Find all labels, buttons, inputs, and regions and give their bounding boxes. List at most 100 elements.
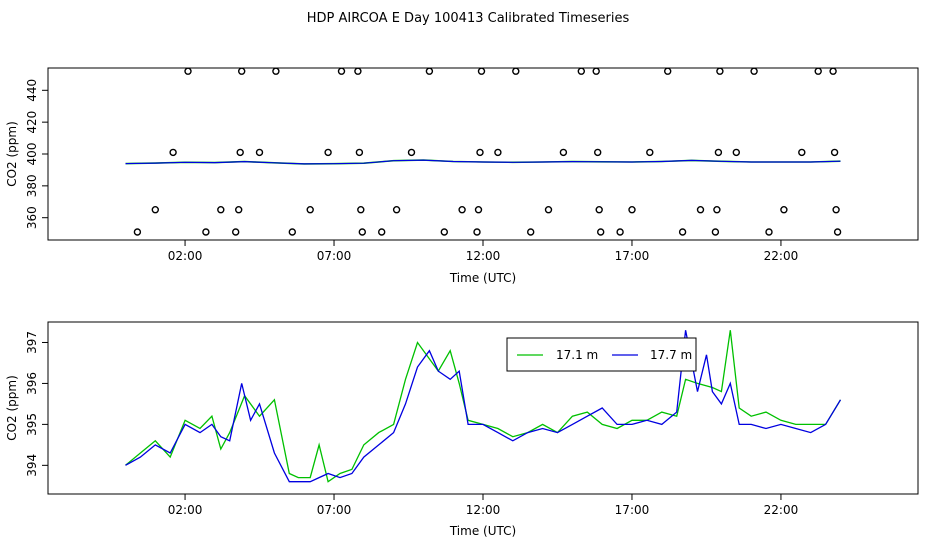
x-tick-label: 12:00 <box>466 249 501 263</box>
data-point <box>169 148 177 157</box>
top-x-axis-label: Time (UTC) <box>449 271 516 285</box>
legend-label-17-1m: 17.1 m <box>556 348 598 362</box>
top-x-axis: 02:00 07:00 12:00 17:00 22:00 <box>168 239 799 263</box>
data-point <box>833 228 842 236</box>
data-point <box>830 148 839 157</box>
bottom-x-axis-label: Time (UTC) <box>449 524 516 538</box>
data-point <box>231 228 240 236</box>
data-point <box>288 228 296 236</box>
y-tick-label: 440 <box>25 79 39 102</box>
data-point <box>474 205 483 214</box>
data-point <box>473 228 481 236</box>
y-tick-label: 360 <box>25 206 39 229</box>
data-point <box>217 205 225 214</box>
y-tick-label: 397 <box>25 331 39 354</box>
data-point <box>358 228 366 236</box>
legend: 17.1 m 17.7 m <box>506 337 697 372</box>
data-point <box>829 67 837 75</box>
data-point <box>559 148 568 157</box>
data-point <box>696 205 705 214</box>
data-point <box>512 67 520 75</box>
bottom-line-series <box>125 330 842 483</box>
data-point <box>713 205 721 214</box>
data-point <box>151 205 160 214</box>
data-point <box>628 205 636 214</box>
data-point <box>544 205 553 214</box>
data-point <box>272 67 280 75</box>
y-tick-label: 395 <box>25 413 39 436</box>
data-point <box>357 205 365 214</box>
data-point <box>133 228 142 236</box>
data-point <box>477 67 486 75</box>
series-line-1 <box>125 330 842 483</box>
x-tick-label: 07:00 <box>317 249 352 263</box>
y-tick-label: 400 <box>25 143 39 166</box>
data-point <box>594 148 602 157</box>
data-point <box>646 148 654 157</box>
bottom-y-axis-label: CO2 (ppm) <box>5 375 19 441</box>
data-point <box>798 148 806 157</box>
top-series-blue <box>125 159 841 165</box>
data-point <box>814 67 822 75</box>
data-point <box>678 228 687 236</box>
y-tick-label: 420 <box>25 111 39 134</box>
data-point <box>354 67 362 75</box>
x-tick-label: 17:00 <box>615 249 650 263</box>
data-point <box>494 148 502 157</box>
data-point <box>255 148 264 157</box>
bottom-panel: 394 395 396 397 02:00 07:00 12:00 17:00 22:00 T… <box>5 321 919 538</box>
bottom-plot-frame <box>47 321 919 495</box>
top-panel: 360 380 400 420 440 02:00 07:00 12:00 17:00 22:0… <box>5 67 919 285</box>
data-point <box>392 205 401 214</box>
data-point <box>750 67 758 75</box>
legend-label-17-7m: 17.7 m <box>650 348 692 362</box>
top-y-axis-label: CO2 (ppm) <box>5 121 19 187</box>
data-point <box>458 205 466 214</box>
x-tick-label: 02:00 <box>168 249 203 263</box>
data-point <box>765 228 773 236</box>
x-tick-label: 17:00 <box>615 503 650 517</box>
data-point <box>711 228 720 236</box>
x-tick-label: 07:00 <box>317 503 352 517</box>
data-point <box>716 67 724 75</box>
top-line-series <box>125 159 841 165</box>
bottom-x-axis: 02:00 07:00 12:00 17:00 22:00 <box>168 493 799 517</box>
figure-title: HDP AIRCOA E Day 100413 Calibrated Times… <box>307 11 630 26</box>
data-point <box>714 148 723 157</box>
data-point <box>234 205 243 214</box>
data-point <box>355 148 364 157</box>
y-tick-label: 396 <box>25 372 39 395</box>
data-point <box>527 228 535 236</box>
top-y-axis: 360 380 400 420 440 <box>25 79 48 229</box>
top-scatter-points <box>133 67 842 236</box>
data-point <box>577 67 585 75</box>
series-line-0 <box>125 330 842 483</box>
data-point <box>425 67 434 75</box>
bottom-y-axis: 394 395 396 397 <box>25 331 48 477</box>
data-point <box>592 67 600 75</box>
y-tick-label: 394 <box>25 454 39 477</box>
x-tick-label: 22:00 <box>764 249 799 263</box>
data-point <box>597 228 605 236</box>
data-point <box>664 67 672 75</box>
data-point <box>476 148 484 157</box>
data-point <box>306 205 314 214</box>
y-tick-label: 380 <box>25 174 39 197</box>
data-point <box>324 148 332 157</box>
data-point <box>595 205 603 214</box>
data-point <box>202 228 210 236</box>
x-tick-label: 22:00 <box>764 503 799 517</box>
data-point <box>237 67 246 75</box>
data-point <box>378 228 386 236</box>
data-point <box>184 67 192 75</box>
data-point <box>236 148 244 157</box>
data-point <box>440 228 448 236</box>
x-tick-label: 12:00 <box>466 503 501 517</box>
x-tick-label: 02:00 <box>168 503 203 517</box>
data-point <box>616 228 624 236</box>
data-point <box>832 205 840 214</box>
data-point <box>732 148 740 157</box>
data-point <box>407 148 416 157</box>
data-point <box>337 67 346 75</box>
